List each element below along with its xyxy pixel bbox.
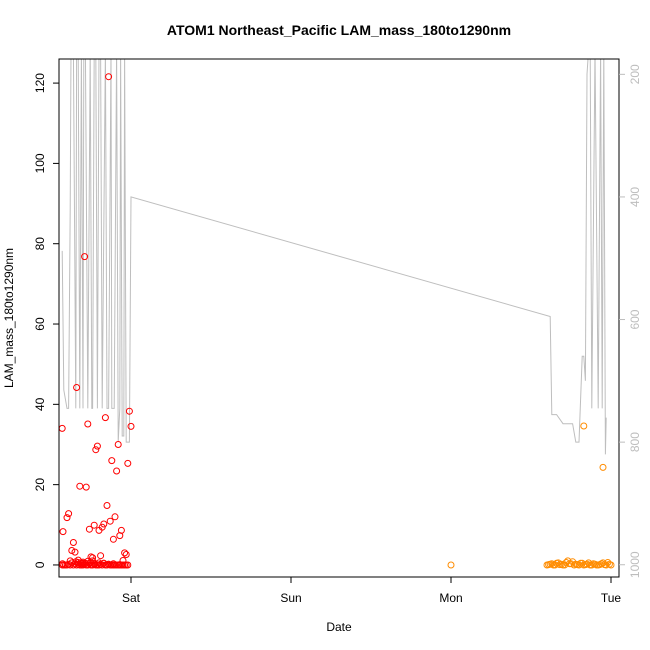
- y-tick-label: 40: [33, 397, 47, 411]
- data-point: [106, 517, 114, 525]
- data-point: [100, 520, 108, 528]
- data-point: [599, 463, 607, 471]
- data-point: [127, 422, 135, 430]
- data-point: [91, 560, 99, 568]
- data-point: [73, 384, 81, 391]
- data-point: [593, 561, 601, 569]
- data-point: [109, 560, 117, 568]
- data-point: [71, 548, 79, 556]
- data-point: [122, 551, 130, 558]
- data-point: [570, 561, 578, 569]
- data-point: [602, 561, 610, 569]
- data-point: [447, 561, 455, 569]
- data-point: [105, 560, 113, 568]
- data-point: [557, 560, 565, 568]
- data-point: [92, 446, 100, 454]
- data-point: [82, 483, 90, 491]
- y2-tick-label: 400: [628, 187, 642, 207]
- y-tick-label: 0: [33, 561, 47, 568]
- y2-tick-label: 200: [628, 64, 642, 84]
- data-point: [124, 459, 132, 467]
- y2-tick-label: 600: [628, 309, 642, 329]
- data-point: [84, 420, 92, 428]
- data-point: [81, 253, 89, 261]
- x-tick-label: Sun: [280, 591, 301, 605]
- data-point: [567, 560, 575, 568]
- data-point: [554, 559, 562, 567]
- y-axis-label: LAM_mass_180to1290nm: [2, 248, 16, 388]
- data-point: [580, 422, 588, 430]
- data-point: [93, 442, 101, 450]
- overlay-line: [61, 59, 607, 455]
- y-tick-label: 20: [33, 478, 47, 492]
- data-point: [90, 521, 98, 529]
- data-point: [59, 528, 67, 536]
- data-point: [124, 561, 132, 569]
- data-point: [69, 539, 77, 546]
- data-point: [589, 560, 597, 568]
- chart-title: ATOM1 Northeast_Pacific LAM_mass_180to12…: [167, 22, 511, 38]
- y-tick-label: 120: [33, 73, 47, 93]
- data-point: [113, 467, 121, 475]
- data-point: [125, 407, 133, 415]
- data-point: [100, 559, 108, 567]
- data-point: [76, 482, 84, 490]
- y-tick-label: 60: [33, 317, 47, 331]
- data-point: [111, 513, 119, 521]
- data-point: [97, 552, 105, 560]
- data-point: [101, 414, 109, 422]
- y-tick-label: 80: [33, 237, 47, 251]
- x-tick-label: Tue: [601, 591, 622, 605]
- y-tick-label: 100: [33, 153, 47, 173]
- data-point: [103, 502, 111, 509]
- plot-frame: [58, 58, 620, 578]
- data-point: [117, 526, 125, 534]
- x-tick-label: Mon: [439, 591, 462, 605]
- data-point: [63, 514, 71, 522]
- data-point: [58, 424, 66, 432]
- data-point: [114, 441, 122, 448]
- x-tick-label: Sat: [122, 591, 141, 605]
- data-point: [108, 457, 116, 465]
- data-point: [85, 525, 93, 533]
- data-point: [65, 510, 73, 518]
- data-point: [109, 535, 117, 543]
- data-point: [605, 560, 613, 568]
- y2-tick-label: 800: [628, 432, 642, 452]
- data-point: [95, 559, 103, 567]
- plot-area: 0 20 40 60 80 100 120 200 400 600 800 1000 Sat Sun Mon…: [33, 58, 642, 605]
- data-point: [121, 549, 129, 557]
- y2-tick-label: 1000: [628, 551, 642, 578]
- data-point: [116, 561, 124, 569]
- data-point: [105, 73, 113, 81]
- x-axis-label: Date: [326, 620, 352, 634]
